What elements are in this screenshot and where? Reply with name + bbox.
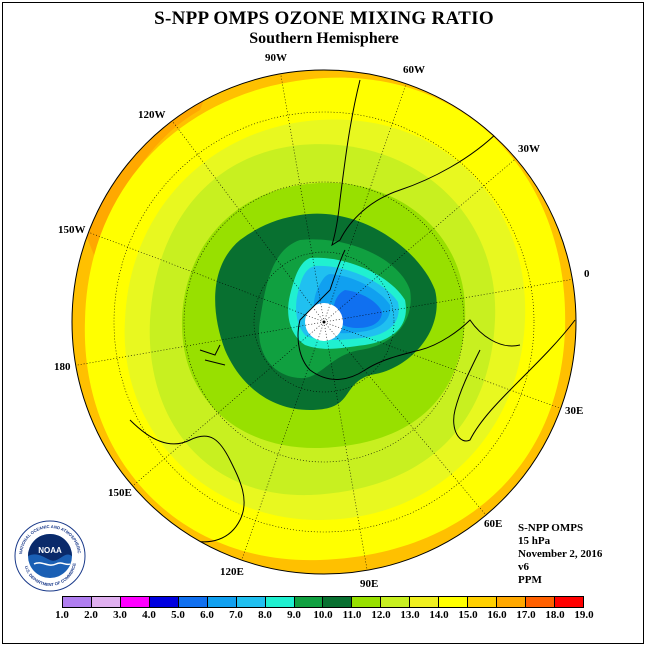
colorbar-tick-label: 7.0 <box>229 609 243 621</box>
lon-label-150w: 150W <box>58 224 86 236</box>
colorbar-segment <box>265 597 295 607</box>
map-info: S-NPP OMPS 15 hPa November 2, 2016 v6 PP… <box>518 522 602 587</box>
lon-label-30w: 30W <box>518 143 540 155</box>
colorbar-segment <box>178 597 208 607</box>
colorbar-tick-label: 9.0 <box>287 609 301 621</box>
colorbar-segment <box>526 597 555 607</box>
colorbar-tick-label: 18.0 <box>545 609 565 621</box>
lon-label-90e: 90E <box>360 578 379 590</box>
map-title: S-NPP OMPS OZONE MIXING RATIO <box>154 8 494 29</box>
colorbar-segment <box>352 597 382 607</box>
colorbar-tick-label: 10.0 <box>313 609 333 621</box>
lon-label-0: 0 <box>584 268 590 280</box>
lon-label-150e: 150E <box>108 487 132 499</box>
colorbar-segment <box>236 597 266 607</box>
colorbar-segment <box>63 597 92 607</box>
colorbar-tick-label: 13.0 <box>400 609 420 621</box>
colorbar-tick-label: 15.0 <box>458 609 478 621</box>
lon-label-120w: 120W <box>138 109 166 121</box>
colorbar-tick-label: 17.0 <box>516 609 536 621</box>
map-subtitle: Southern Hemisphere <box>249 30 399 47</box>
info-version: v6 <box>518 561 529 573</box>
colorbar-segment <box>120 597 150 607</box>
colorbar-tick-label: 2.0 <box>84 609 98 621</box>
colorbar-segment <box>207 597 237 607</box>
lon-label-180: 180 <box>54 361 71 373</box>
colorbar-tick-label: 3.0 <box>113 609 127 621</box>
lon-label-30e: 30E <box>565 405 584 417</box>
lon-label-60e: 60E <box>484 518 503 530</box>
info-date: November 2, 2016 <box>518 548 603 560</box>
colorbar-tick-label: 1.0 <box>55 609 69 621</box>
colorbar-segment <box>439 597 469 607</box>
colorbar-segment <box>323 597 353 607</box>
colorbar-tick-label: 16.0 <box>487 609 507 621</box>
info-instrument: S-NPP OMPS <box>518 522 584 534</box>
colorbar-tick-label: 4.0 <box>142 609 156 621</box>
colorbar-segment <box>497 597 526 607</box>
colorbar-segment <box>294 597 324 607</box>
colorbar-tick-label: 14.0 <box>429 609 449 621</box>
lon-label-60w: 60W <box>403 64 425 76</box>
colorbar-tick-label: 8.0 <box>258 609 272 621</box>
contour-16-17 <box>72 85 210 260</box>
colorbar-segment <box>91 597 121 607</box>
colorbar-tick-label: 19.0 <box>574 609 594 621</box>
colorbar-segment <box>149 597 179 607</box>
info-level: 15 hPa <box>518 535 551 547</box>
noaa-logo: NATIONAL OCEANIC AND ATMOSPHERIC ADMINIS… <box>14 520 86 592</box>
colorbar-segment <box>468 597 498 607</box>
colorbar-segment <box>554 597 583 607</box>
colorbar-tick-label: 5.0 <box>171 609 185 621</box>
lon-label-90w: 90W <box>265 52 287 64</box>
colorbar-segment <box>410 597 440 607</box>
lon-label-120e: 120E <box>220 566 244 578</box>
colorbar-segment <box>381 597 411 607</box>
colorbar-tick-label: 12.0 <box>371 609 391 621</box>
colorbar-ticks: 1.0 2.0 3.0 4.0 5.0 6.0 7.0 8.0 9.0 10.0 11.0 12.0 1… <box>55 609 594 623</box>
colorbar <box>62 596 584 608</box>
noaa-logo-text: NOAA <box>38 546 62 555</box>
colorbar-tick-label: 6.0 <box>200 609 214 621</box>
colorbar-tick-label: 11.0 <box>342 609 362 621</box>
info-units: PPM <box>518 574 542 586</box>
